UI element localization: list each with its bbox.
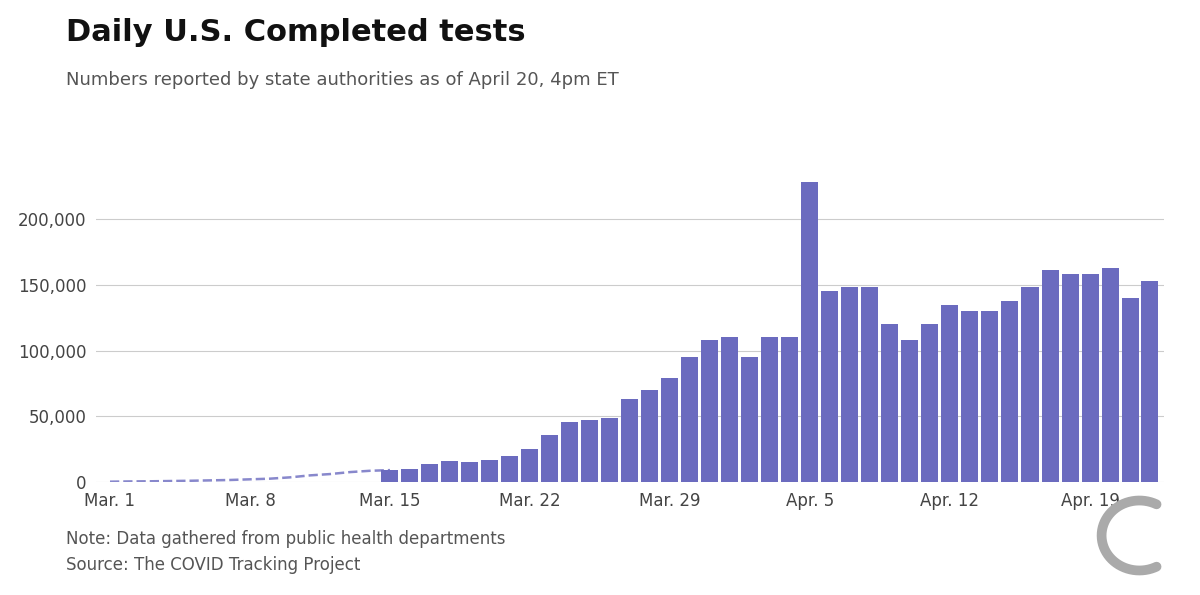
Bar bbox=[541, 434, 558, 482]
Text: Daily U.S. Completed tests: Daily U.S. Completed tests bbox=[66, 18, 526, 47]
Bar bbox=[582, 420, 599, 482]
Bar bbox=[961, 311, 978, 482]
Bar bbox=[841, 287, 858, 482]
Bar bbox=[642, 390, 659, 482]
Bar bbox=[901, 340, 918, 482]
Bar bbox=[661, 378, 678, 482]
Bar bbox=[462, 462, 479, 482]
Text: Note: Data gathered from public health departments
Source: The COVID Tracking Pr: Note: Data gathered from public health d… bbox=[66, 530, 505, 574]
Bar bbox=[481, 459, 498, 482]
Bar bbox=[562, 421, 578, 482]
Bar bbox=[622, 399, 638, 482]
Bar bbox=[1062, 274, 1079, 482]
Bar bbox=[862, 287, 878, 482]
Bar bbox=[822, 292, 839, 482]
Bar bbox=[702, 340, 719, 482]
Text: Numbers reported by state authorities as of April 20, 4pm ET: Numbers reported by state authorities as… bbox=[66, 71, 619, 89]
Bar bbox=[721, 337, 738, 482]
Bar bbox=[382, 470, 398, 482]
Bar bbox=[601, 418, 618, 482]
Bar bbox=[982, 311, 998, 482]
Bar bbox=[742, 357, 758, 482]
Bar bbox=[942, 305, 959, 482]
Bar bbox=[682, 357, 698, 482]
Bar bbox=[1002, 300, 1019, 482]
Bar bbox=[762, 337, 779, 482]
Bar bbox=[421, 464, 438, 482]
Bar bbox=[802, 182, 818, 482]
Bar bbox=[522, 449, 539, 482]
Bar bbox=[922, 324, 938, 482]
Bar bbox=[1081, 274, 1098, 482]
Bar bbox=[1021, 287, 1038, 482]
Bar bbox=[1102, 268, 1118, 482]
Bar bbox=[781, 337, 798, 482]
Bar bbox=[502, 456, 518, 482]
Bar bbox=[402, 469, 419, 482]
Bar bbox=[1122, 298, 1139, 482]
Bar bbox=[1042, 270, 1058, 482]
Bar bbox=[882, 324, 899, 482]
Bar bbox=[1141, 281, 1158, 482]
Bar bbox=[442, 461, 458, 482]
